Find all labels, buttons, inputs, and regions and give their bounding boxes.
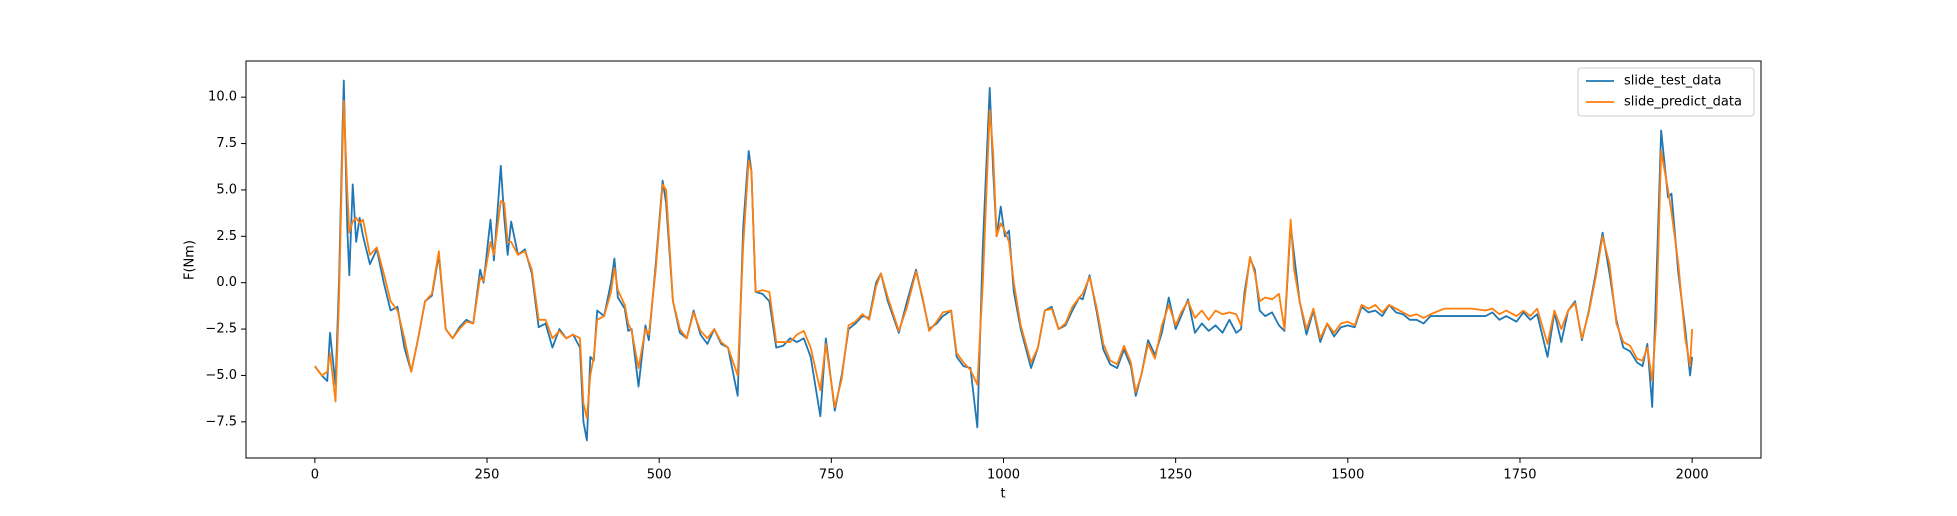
x-tick-label: 500 xyxy=(647,468,672,483)
x-tick-label: 750 xyxy=(819,468,844,483)
y-tick-label: −7.5 xyxy=(205,414,237,429)
y-tick-label: 0.0 xyxy=(216,275,237,290)
x-tick-label: 250 xyxy=(475,468,500,483)
x-tick-label: 1000 xyxy=(987,468,1020,483)
y-tick-label: −5.0 xyxy=(205,368,237,383)
x-tick-label: 1750 xyxy=(1503,468,1536,483)
y-axis-label: F(Nm) xyxy=(183,240,198,280)
x-tick-label: 2000 xyxy=(1676,468,1709,483)
y-tick-label: −2.5 xyxy=(205,322,237,337)
legend-label: slide_predict_data xyxy=(1624,95,1742,110)
data-line xyxy=(314,79,1694,442)
legend-label: slide_test_data xyxy=(1624,74,1722,89)
legend-box xyxy=(1577,67,1755,117)
x-tick-label: 1500 xyxy=(1331,468,1364,483)
plot-frame xyxy=(245,60,1762,459)
x-axis-label: t xyxy=(1000,487,1005,502)
y-tick-label: 2.5 xyxy=(216,229,237,244)
x-tick-label: 1250 xyxy=(1159,468,1192,483)
x-tick-label: 0 xyxy=(311,468,319,483)
y-tick-label: 5.0 xyxy=(216,182,237,197)
y-tick-label: 10.0 xyxy=(208,90,237,105)
data-line xyxy=(314,99,1694,420)
y-tick-label: 7.5 xyxy=(216,136,237,151)
